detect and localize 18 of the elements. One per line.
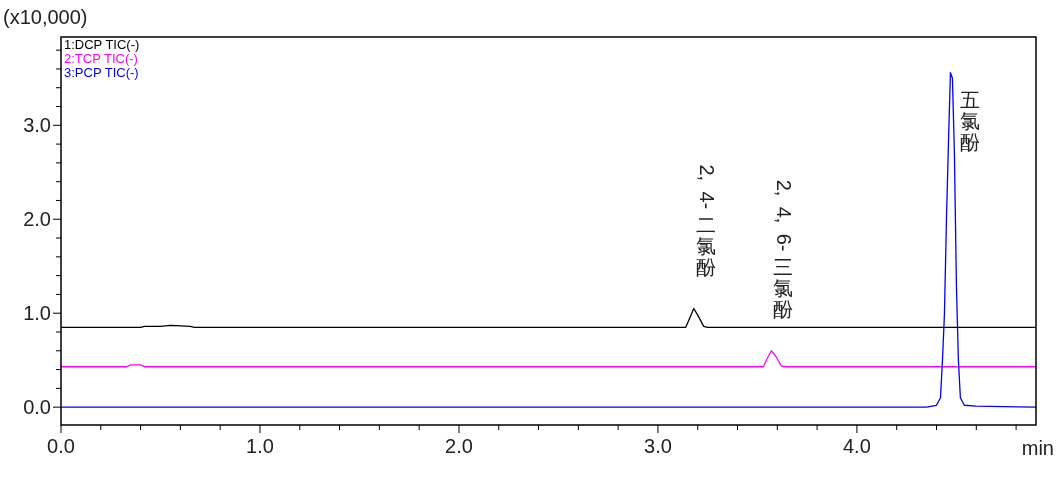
text: 3:PCP TIC(-) (64, 65, 139, 80)
annotation: 2, 4, 6-三氯酚 (773, 179, 796, 320)
y-tick-label: 3.0 (23, 114, 51, 137)
annotation: 2, 4-二氯酚 (695, 164, 718, 278)
x-tick-label: 0.0 (47, 435, 75, 457)
y-tick-label: 2.0 (23, 208, 51, 231)
y-axis-title: (x10,000) (3, 6, 88, 28)
annotation: 五氯酚 (960, 88, 981, 153)
y-tick-label: 0.0 (23, 396, 51, 419)
x-tick-label: 3.0 (644, 435, 672, 457)
x-tick-label: 1.0 (246, 435, 274, 457)
x-tick-label: 4.0 (843, 435, 871, 457)
x-axis-title: min (1021, 437, 1054, 459)
text: 1:DCP TIC(-) (64, 37, 140, 52)
line-series (61, 350, 1036, 368)
y-tick-label: 1.0 (23, 302, 51, 325)
text: 2:TCP TIC(-) (64, 51, 138, 66)
x-tick-label: 2.0 (445, 435, 473, 457)
